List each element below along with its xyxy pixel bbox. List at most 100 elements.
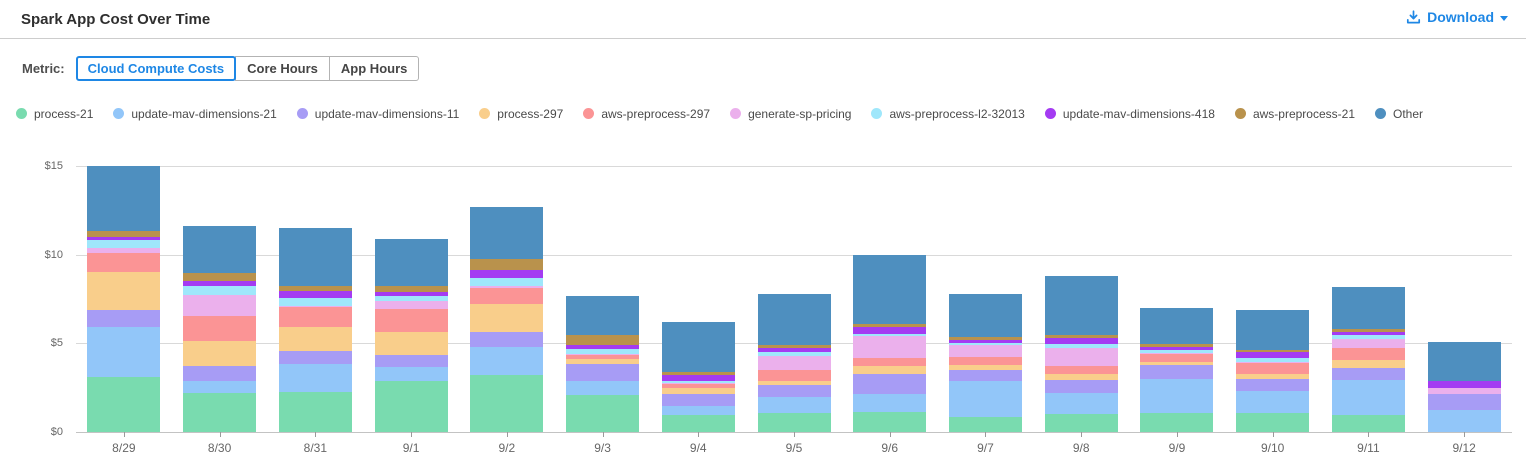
bar-segment-process-297[interactable] — [1140, 361, 1214, 365]
legend-item-update-mav-dimensions-11[interactable]: update-mav-dimensions-11 — [296, 103, 459, 124]
bar-segment-process-21[interactable] — [87, 377, 161, 432]
bar-segment-generate-sp-pricing[interactable] — [87, 247, 161, 253]
bar-segment-aws-preprocess-21[interactable] — [183, 273, 257, 282]
bar-segment-aws-preprocess-l2-32013[interactable] — [948, 343, 1022, 346]
bar-segment-process-297[interactable] — [948, 364, 1022, 370]
bar-segment-aws-preprocess-297[interactable] — [374, 308, 448, 332]
bar-8-29[interactable] — [87, 166, 161, 432]
bar-segment-process-297[interactable] — [1236, 373, 1310, 379]
bar-segment-process-21[interactable] — [1236, 412, 1310, 432]
bar-segment-process-297[interactable] — [1331, 360, 1405, 369]
bar-segment-generate-sp-pricing[interactable] — [470, 285, 544, 288]
bar-segment-update-mav-dimensions-418[interactable] — [948, 339, 1022, 344]
bar-9-4[interactable] — [661, 322, 735, 432]
bar-segment-update-mav-dimensions-418[interactable] — [87, 237, 161, 240]
bar-segment-aws-preprocess-297[interactable] — [1044, 366, 1118, 375]
bar-segment-generate-sp-pricing[interactable] — [1140, 353, 1214, 355]
bar-segment-update-mav-dimensions-11[interactable] — [1427, 393, 1501, 410]
bar-segment-generate-sp-pricing[interactable] — [1044, 347, 1118, 367]
bar-segment-aws-preprocess-21[interactable] — [948, 337, 1022, 340]
bar-segment-aws-preprocess-l2-32013[interactable] — [566, 348, 640, 355]
bar-segment-other[interactable] — [566, 295, 640, 336]
bar-segment-aws-preprocess-21[interactable] — [853, 323, 927, 327]
bar-segment-update-mav-dimensions-418[interactable] — [757, 347, 831, 353]
bar-segment-generate-sp-pricing[interactable] — [853, 336, 927, 359]
bar-segment-update-mav-dimensions-21[interactable] — [1427, 409, 1501, 432]
bar-segment-other[interactable] — [1427, 341, 1501, 381]
bar-segment-generate-sp-pricing[interactable] — [1236, 362, 1310, 363]
bar-segment-other[interactable] — [470, 206, 544, 260]
tab-core-hours[interactable]: Core Hours — [235, 56, 330, 81]
bar-segment-update-mav-dimensions-418[interactable] — [1331, 331, 1405, 335]
bar-segment-update-mav-dimensions-11[interactable] — [1140, 364, 1214, 379]
bar-segment-aws-preprocess-21[interactable] — [661, 371, 735, 376]
bar-segment-aws-preprocess-297[interactable] — [948, 356, 1022, 365]
bar-9-12[interactable] — [1427, 341, 1501, 432]
bar-segment-update-mav-dimensions-11[interactable] — [1236, 378, 1310, 392]
bar-segment-other[interactable] — [948, 293, 1022, 338]
bar-9-11[interactable] — [1331, 286, 1405, 432]
bar-segment-update-mav-dimensions-21[interactable] — [757, 396, 831, 413]
bar-9-3[interactable] — [566, 295, 640, 432]
download-button[interactable]: Download — [1406, 9, 1508, 25]
bar-segment-generate-sp-pricing[interactable] — [948, 345, 1022, 357]
bar-segment-process-21[interactable] — [278, 392, 352, 432]
bar-segment-aws-preprocess-297[interactable] — [278, 307, 352, 328]
legend-item-aws-preprocess-297[interactable]: aws-preprocess-297 — [583, 103, 710, 124]
bar-segment-update-mav-dimensions-418[interactable] — [278, 291, 352, 299]
bar-segment-update-mav-dimensions-21[interactable] — [566, 380, 640, 395]
legend-item-generate-sp-pricing[interactable]: generate-sp-pricing — [730, 103, 851, 124]
bar-segment-aws-preprocess-l2-32013[interactable] — [661, 380, 735, 384]
bar-segment-process-297[interactable] — [87, 272, 161, 310]
bar-segment-aws-preprocess-l2-32013[interactable] — [757, 352, 831, 356]
bar-segment-other[interactable] — [1140, 307, 1214, 345]
bar-segment-update-mav-dimensions-418[interactable] — [470, 269, 544, 278]
bar-segment-other[interactable] — [1331, 286, 1405, 330]
bar-segment-update-mav-dimensions-11[interactable] — [87, 309, 161, 328]
bar-segment-aws-preprocess-297[interactable] — [183, 315, 257, 341]
bar-9-9[interactable] — [1140, 307, 1214, 432]
bar-segment-aws-preprocess-21[interactable] — [278, 285, 352, 292]
bar-segment-update-mav-dimensions-11[interactable] — [566, 363, 640, 381]
legend-item-aws-preprocess-21[interactable]: aws-preprocess-21 — [1234, 103, 1355, 124]
bar-segment-aws-preprocess-297[interactable] — [1331, 347, 1405, 361]
bar-segment-aws-preprocess-297[interactable] — [470, 287, 544, 305]
bar-segment-update-mav-dimensions-418[interactable] — [183, 281, 257, 286]
bar-segment-process-297[interactable] — [757, 380, 831, 386]
bar-segment-process-21[interactable] — [1044, 414, 1118, 432]
legend-item-process-21[interactable]: process-21 — [16, 103, 93, 124]
bar-segment-update-mav-dimensions-21[interactable] — [470, 346, 544, 376]
bar-segment-aws-preprocess-l2-32013[interactable] — [1236, 358, 1310, 363]
bar-9-6[interactable] — [853, 254, 927, 432]
bar-segment-update-mav-dimensions-11[interactable] — [757, 385, 831, 397]
bar-segment-update-mav-dimensions-418[interactable] — [853, 326, 927, 334]
legend-item-process-297[interactable]: process-297 — [479, 103, 563, 124]
bar-9-8[interactable] — [1044, 276, 1118, 432]
bar-segment-update-mav-dimensions-21[interactable] — [183, 380, 257, 393]
bar-segment-aws-preprocess-297[interactable] — [757, 369, 831, 381]
bar-segment-update-mav-dimensions-418[interactable] — [566, 345, 640, 349]
bar-segment-process-297[interactable] — [470, 304, 544, 332]
bar-segment-aws-preprocess-21[interactable] — [566, 335, 640, 346]
bar-segment-aws-preprocess-21[interactable] — [374, 285, 448, 292]
tab-cloud-compute-costs[interactable]: Cloud Compute Costs — [75, 56, 237, 81]
bar-segment-update-mav-dimensions-21[interactable] — [1140, 378, 1214, 413]
bar-8-31[interactable] — [278, 228, 352, 432]
bar-segment-aws-preprocess-297[interactable] — [566, 354, 640, 360]
bar-segment-process-297[interactable] — [661, 387, 735, 394]
bar-segment-other[interactable] — [853, 254, 927, 324]
bar-segment-update-mav-dimensions-11[interactable] — [1331, 368, 1405, 380]
bar-segment-aws-preprocess-21[interactable] — [1140, 344, 1214, 347]
bar-segment-update-mav-dimensions-418[interactable] — [1140, 346, 1214, 351]
bar-segment-generate-sp-pricing[interactable] — [1331, 338, 1405, 348]
bar-9-1[interactable] — [374, 238, 448, 432]
bar-segment-aws-preprocess-l2-32013[interactable] — [183, 285, 257, 295]
bar-segment-update-mav-dimensions-11[interactable] — [470, 331, 544, 347]
bar-segment-update-mav-dimensions-21[interactable] — [278, 363, 352, 393]
bar-segment-aws-preprocess-l2-32013[interactable] — [87, 239, 161, 248]
bar-segment-process-297[interactable] — [566, 359, 640, 364]
bar-segment-update-mav-dimensions-11[interactable] — [374, 354, 448, 368]
bar-segment-generate-sp-pricing[interactable] — [566, 354, 640, 355]
bar-segment-update-mav-dimensions-21[interactable] — [661, 406, 735, 416]
bar-segment-process-297[interactable] — [853, 366, 927, 375]
